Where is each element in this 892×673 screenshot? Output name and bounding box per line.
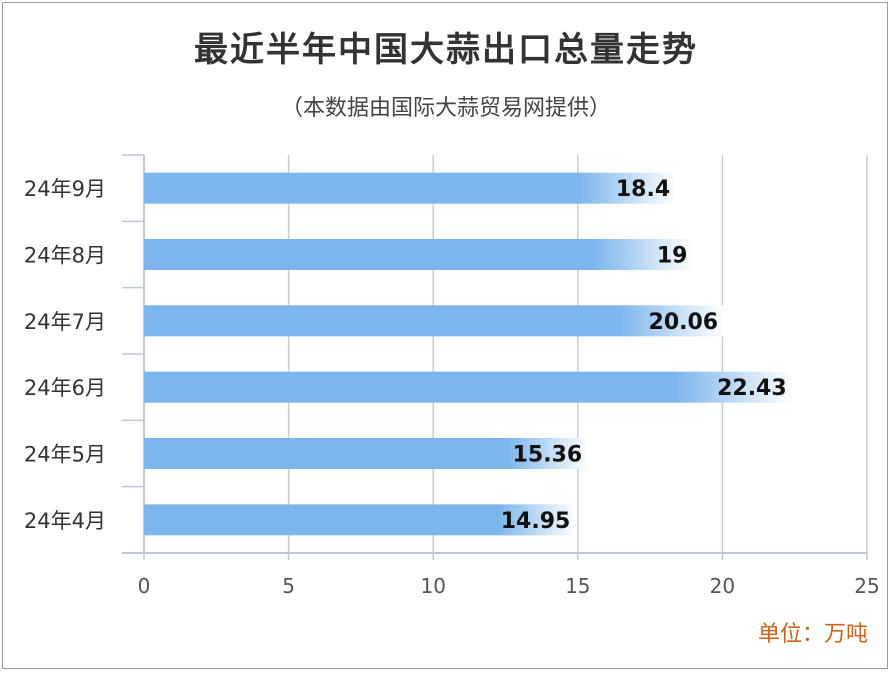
category-labels: 24年9月 24年8月 24年7月 24年6月 24年5月 24年4月 <box>24 177 106 533</box>
x-tick-label: 15 <box>565 574 590 598</box>
bar-value-label: 20.06 <box>649 310 719 335</box>
bar <box>144 172 677 204</box>
bar <box>144 371 793 403</box>
bar-value-label: 15.36 <box>513 443 583 468</box>
chart-subtitle: （本数据由国际大蒜贸易网提供） <box>280 96 611 121</box>
x-tick-label: 0 <box>138 574 151 598</box>
x-tick-label: 20 <box>710 574 735 598</box>
bar <box>144 239 694 270</box>
x-tick-label: 25 <box>854 574 879 598</box>
grid-lines <box>287 155 868 553</box>
x-tick-label: 10 <box>420 574 445 598</box>
bar <box>144 438 589 469</box>
bar-value-label: 14.95 <box>501 509 571 534</box>
category-label: 24年5月 <box>24 443 106 467</box>
category-label: 24年7月 <box>24 310 106 334</box>
x-tick-label: 5 <box>282 574 295 598</box>
bars: 18.4 19 20.06 22.43 15.36 14.95 <box>144 172 793 536</box>
bar-value-label: 19 <box>657 244 688 269</box>
category-label: 24年4月 <box>24 509 106 533</box>
bar-value-label: 18.4 <box>616 177 670 202</box>
category-label: 24年9月 <box>24 177 106 201</box>
unit-label: 单位：万吨 <box>757 622 868 647</box>
bar <box>144 305 725 337</box>
bar-value-label: 22.43 <box>717 376 787 401</box>
bar <box>144 504 577 536</box>
category-label: 24年6月 <box>24 376 106 400</box>
axis-lines <box>122 154 868 560</box>
chart-title: 最近半年中国大蒜出口总量走势 <box>194 30 698 70</box>
x-tick-labels: 0 5 10 15 20 25 <box>138 574 880 598</box>
category-label: 24年8月 <box>24 244 106 268</box>
